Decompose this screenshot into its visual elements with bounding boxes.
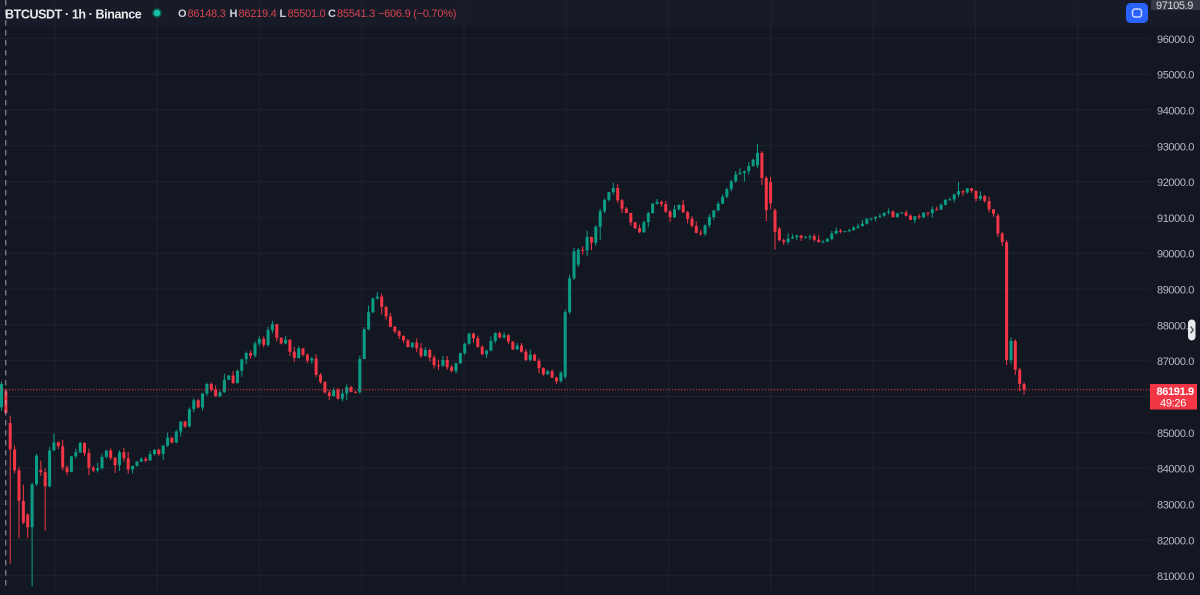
svg-text:49:26: 49:26 [1160, 398, 1186, 410]
svg-text:85501.0: 85501.0 [288, 8, 326, 20]
svg-text:C: C [328, 8, 336, 20]
svg-text:89000.0: 89000.0 [1157, 285, 1194, 297]
svg-text:90000.0: 90000.0 [1157, 249, 1194, 261]
svg-text:92000.0: 92000.0 [1157, 177, 1194, 189]
svg-text:L: L [280, 8, 287, 20]
svg-text:85541.3: 85541.3 [337, 8, 375, 20]
svg-text:BTCUSDT · 1h · Binance: BTCUSDT · 1h · Binance [5, 7, 142, 21]
svg-text:86148.3: 86148.3 [188, 8, 226, 20]
svg-text:94000.0: 94000.0 [1157, 105, 1194, 117]
svg-text:82000.0: 82000.0 [1157, 535, 1194, 547]
svg-text:81000.0: 81000.0 [1157, 571, 1194, 583]
svg-text:86219.4: 86219.4 [239, 8, 277, 20]
svg-text:O: O [178, 8, 187, 20]
svg-text:97105.9: 97105.9 [1156, 0, 1193, 12]
svg-text:84000.0: 84000.0 [1157, 464, 1194, 476]
svg-text:96000.0: 96000.0 [1157, 34, 1194, 46]
svg-text:H: H [230, 8, 238, 20]
svg-text:95000.0: 95000.0 [1157, 70, 1194, 82]
svg-text:83000.0: 83000.0 [1157, 500, 1194, 512]
svg-text:93000.0: 93000.0 [1157, 141, 1194, 153]
svg-text:88000.0: 88000.0 [1157, 320, 1194, 332]
svg-text:91000.0: 91000.0 [1157, 213, 1194, 225]
svg-text:85000.0: 85000.0 [1157, 428, 1194, 440]
svg-text:86191.9: 86191.9 [1157, 386, 1195, 398]
svg-text:87000.0: 87000.0 [1157, 356, 1194, 368]
svg-text:−606.9 (−0.70%): −606.9 (−0.70%) [378, 8, 456, 20]
